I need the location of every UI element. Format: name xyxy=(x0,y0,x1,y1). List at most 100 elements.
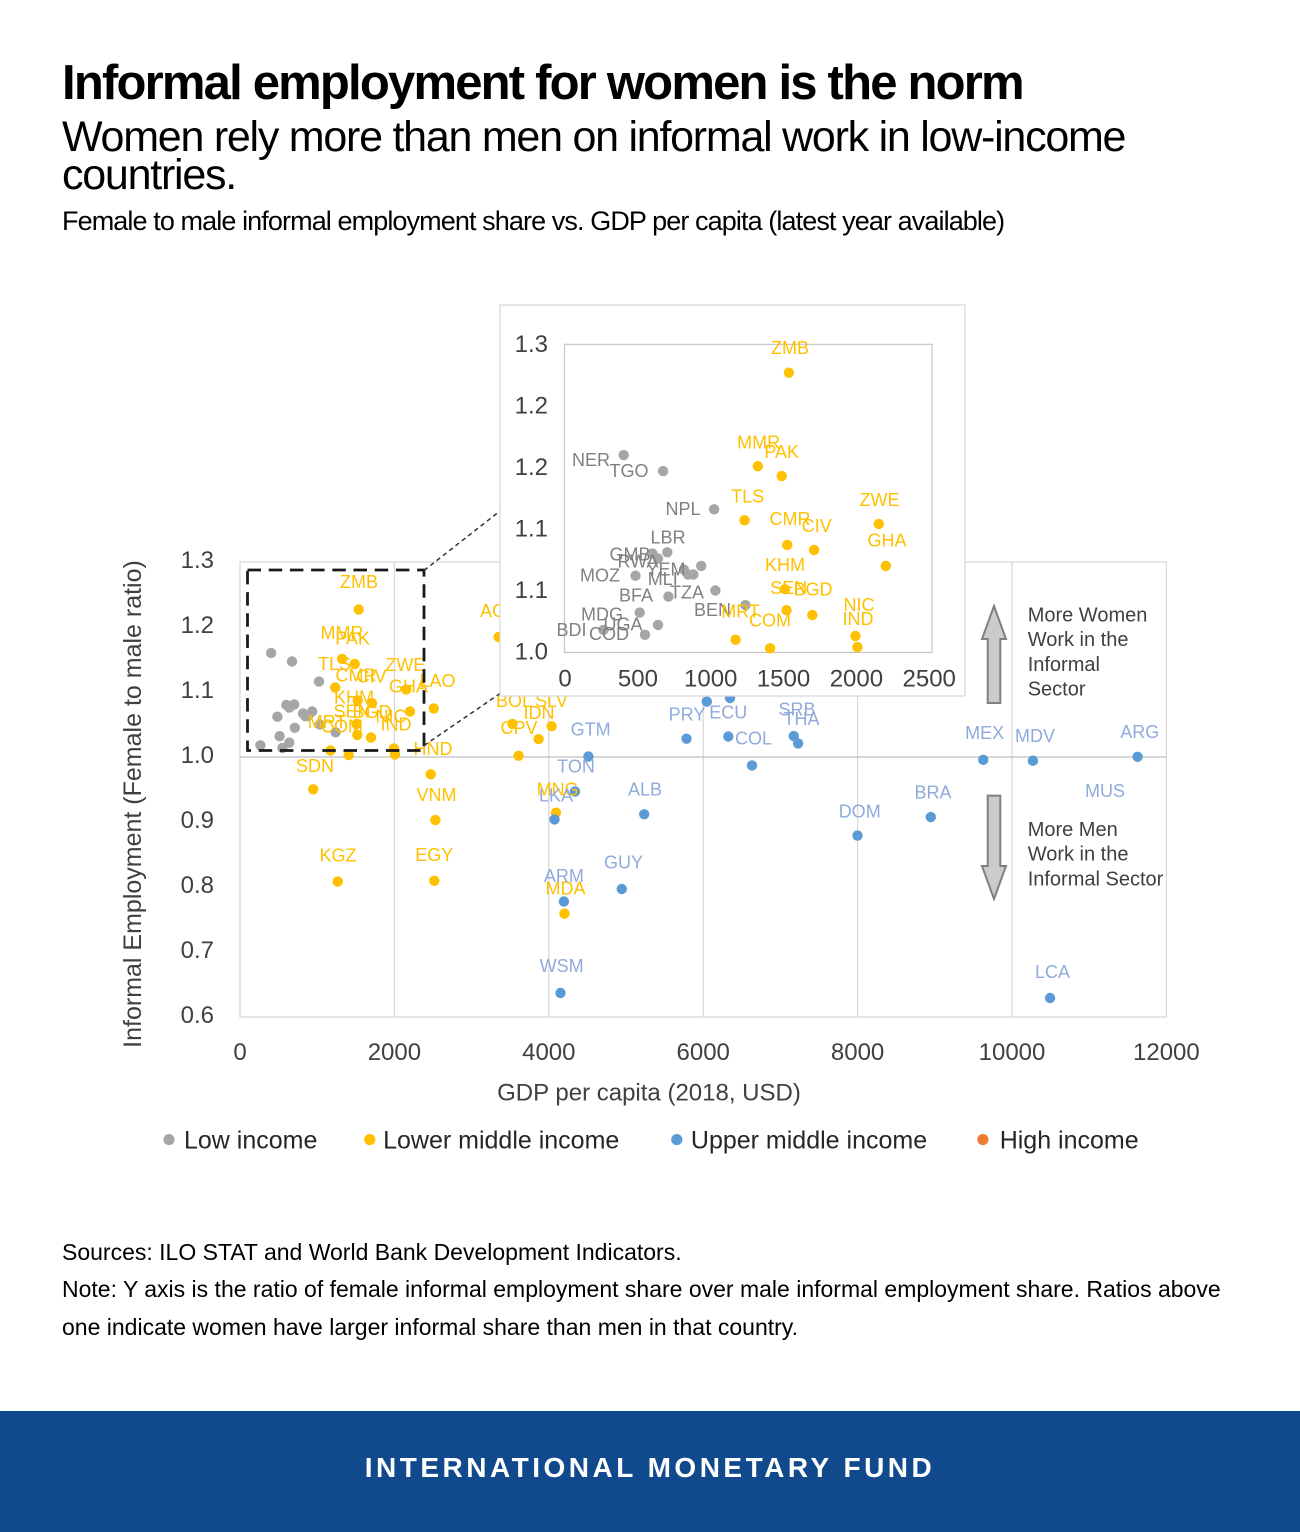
svg-text:500: 500 xyxy=(618,666,658,693)
svg-text:RWA: RWA xyxy=(617,552,658,572)
svg-text:COD: COD xyxy=(589,624,629,644)
svg-text:TLS: TLS xyxy=(318,654,351,674)
svg-text:NIC: NIC xyxy=(844,595,875,615)
svg-text:0.6: 0.6 xyxy=(181,1002,214,1029)
svg-text:More Men: More Men xyxy=(1028,819,1118,841)
svg-text:2000: 2000 xyxy=(368,1039,421,1066)
svg-text:TZA: TZA xyxy=(670,583,704,603)
svg-text:MMR: MMR xyxy=(737,433,780,453)
svg-text:SEN: SEN xyxy=(333,701,370,721)
svg-text:GUY: GUY xyxy=(604,853,643,873)
svg-text:DOM: DOM xyxy=(839,802,881,822)
svg-text:10000: 10000 xyxy=(979,1039,1046,1066)
svg-text:IND: IND xyxy=(843,609,874,629)
svg-text:12000: 12000 xyxy=(1133,1039,1200,1066)
svg-text:PRY: PRY xyxy=(669,705,706,725)
svg-text:IDN: IDN xyxy=(524,703,555,723)
svg-text:More Women: More Women xyxy=(1028,605,1148,627)
svg-text:ARG: ARG xyxy=(1120,722,1159,742)
svg-text:COM: COM xyxy=(321,717,363,737)
svg-text:NIC: NIC xyxy=(376,707,407,727)
svg-text:SDN: SDN xyxy=(296,756,334,776)
svg-text:ZWE: ZWE xyxy=(860,490,900,510)
svg-text:SRB: SRB xyxy=(778,700,815,720)
svg-text:1.1: 1.1 xyxy=(515,516,548,543)
svg-text:1000: 1000 xyxy=(684,666,737,693)
svg-text:BEN: BEN xyxy=(694,600,731,620)
svg-text:NPL: NPL xyxy=(665,499,700,519)
svg-text:TLS: TLS xyxy=(731,486,764,506)
svg-text:LBR: LBR xyxy=(650,527,685,547)
svg-text:NER: NER xyxy=(572,450,610,470)
svg-text:High income: High income xyxy=(1000,1127,1139,1155)
svg-text:6000: 6000 xyxy=(677,1039,730,1066)
svg-text:1.1: 1.1 xyxy=(515,577,548,604)
svg-text:Lower middle income: Lower middle income xyxy=(383,1127,619,1155)
svg-text:ZMB: ZMB xyxy=(771,338,809,358)
svg-text:KGZ: KGZ xyxy=(319,846,356,866)
svg-text:GHA: GHA xyxy=(867,531,906,551)
svg-text:Informal Employment (Female to: Informal Employment (Female to male rati… xyxy=(119,560,147,1048)
svg-text:LKA: LKA xyxy=(539,786,573,806)
svg-text:Sector: Sector xyxy=(1028,679,1086,701)
svg-text:MDG: MDG xyxy=(581,604,623,624)
svg-text:8000: 8000 xyxy=(831,1039,884,1066)
svg-text:1.0: 1.0 xyxy=(181,742,214,769)
svg-text:Work in the: Work in the xyxy=(1028,844,1129,866)
svg-text:1.1: 1.1 xyxy=(181,677,214,704)
svg-text:1500: 1500 xyxy=(757,666,810,693)
svg-text:EGY: EGY xyxy=(415,845,453,865)
svg-text:CPV: CPV xyxy=(500,718,537,738)
svg-text:1.0: 1.0 xyxy=(515,639,548,666)
svg-text:2500: 2500 xyxy=(903,666,956,693)
svg-text:WSM: WSM xyxy=(540,956,584,976)
svg-text:MUS: MUS xyxy=(1085,781,1125,801)
svg-text:IND: IND xyxy=(381,715,412,735)
svg-text:ZWE: ZWE xyxy=(385,655,425,675)
svg-text:CIV: CIV xyxy=(802,516,832,536)
svg-text:0.7: 0.7 xyxy=(181,937,214,964)
svg-text:KHM: KHM xyxy=(765,555,805,575)
svg-text:HND: HND xyxy=(414,739,453,759)
svg-text:MEX: MEX xyxy=(965,723,1004,743)
svg-text:CIV: CIV xyxy=(356,666,386,686)
svg-text:COL: COL xyxy=(735,729,772,749)
svg-text:ZMB: ZMB xyxy=(340,572,378,592)
svg-text:MNG: MNG xyxy=(537,780,579,800)
svg-text:YEM: YEM xyxy=(646,559,685,579)
svg-text:BRA: BRA xyxy=(914,783,951,803)
svg-text:MDA: MDA xyxy=(546,879,586,899)
svg-text:Upper middle income: Upper middle income xyxy=(691,1127,927,1155)
svg-text:GMB: GMB xyxy=(609,545,650,565)
svg-text:BDI: BDI xyxy=(556,620,586,640)
svg-text:0.8: 0.8 xyxy=(181,872,214,899)
svg-text:MMR: MMR xyxy=(321,623,364,643)
svg-text:LAO: LAO xyxy=(419,671,455,691)
svg-text:1.2: 1.2 xyxy=(515,454,548,481)
svg-text:1.3: 1.3 xyxy=(181,547,214,574)
svg-text:TGO: TGO xyxy=(610,461,649,481)
svg-text:SEN: SEN xyxy=(770,578,807,598)
svg-text:PAK: PAK xyxy=(335,629,370,649)
svg-text:BGD: BGD xyxy=(352,702,391,722)
svg-text:ARM: ARM xyxy=(544,866,584,886)
svg-text:4000: 4000 xyxy=(522,1039,575,1066)
svg-text:0: 0 xyxy=(558,666,571,693)
svg-text:ALB: ALB xyxy=(628,780,662,800)
svg-text:MLI: MLI xyxy=(648,569,678,589)
svg-text:Informal: Informal xyxy=(1028,654,1100,676)
svg-text:KHM: KHM xyxy=(334,688,374,708)
svg-text:1.2: 1.2 xyxy=(181,612,214,639)
svg-text:COM: COM xyxy=(749,610,791,630)
svg-text:Work in the: Work in the xyxy=(1028,629,1129,651)
svg-text:MRT: MRT xyxy=(308,712,347,732)
svg-text:GTM: GTM xyxy=(571,720,611,740)
svg-text:GHA: GHA xyxy=(389,677,428,697)
svg-text:CMR: CMR xyxy=(770,509,811,529)
svg-text:BFA: BFA xyxy=(619,586,653,606)
svg-text:MDV: MDV xyxy=(1015,726,1055,746)
svg-text:Low income: Low income xyxy=(184,1127,317,1155)
svg-text:VNM: VNM xyxy=(417,785,457,805)
svg-text:UGA: UGA xyxy=(603,615,642,635)
svg-text:Informal Sector: Informal Sector xyxy=(1028,868,1164,890)
